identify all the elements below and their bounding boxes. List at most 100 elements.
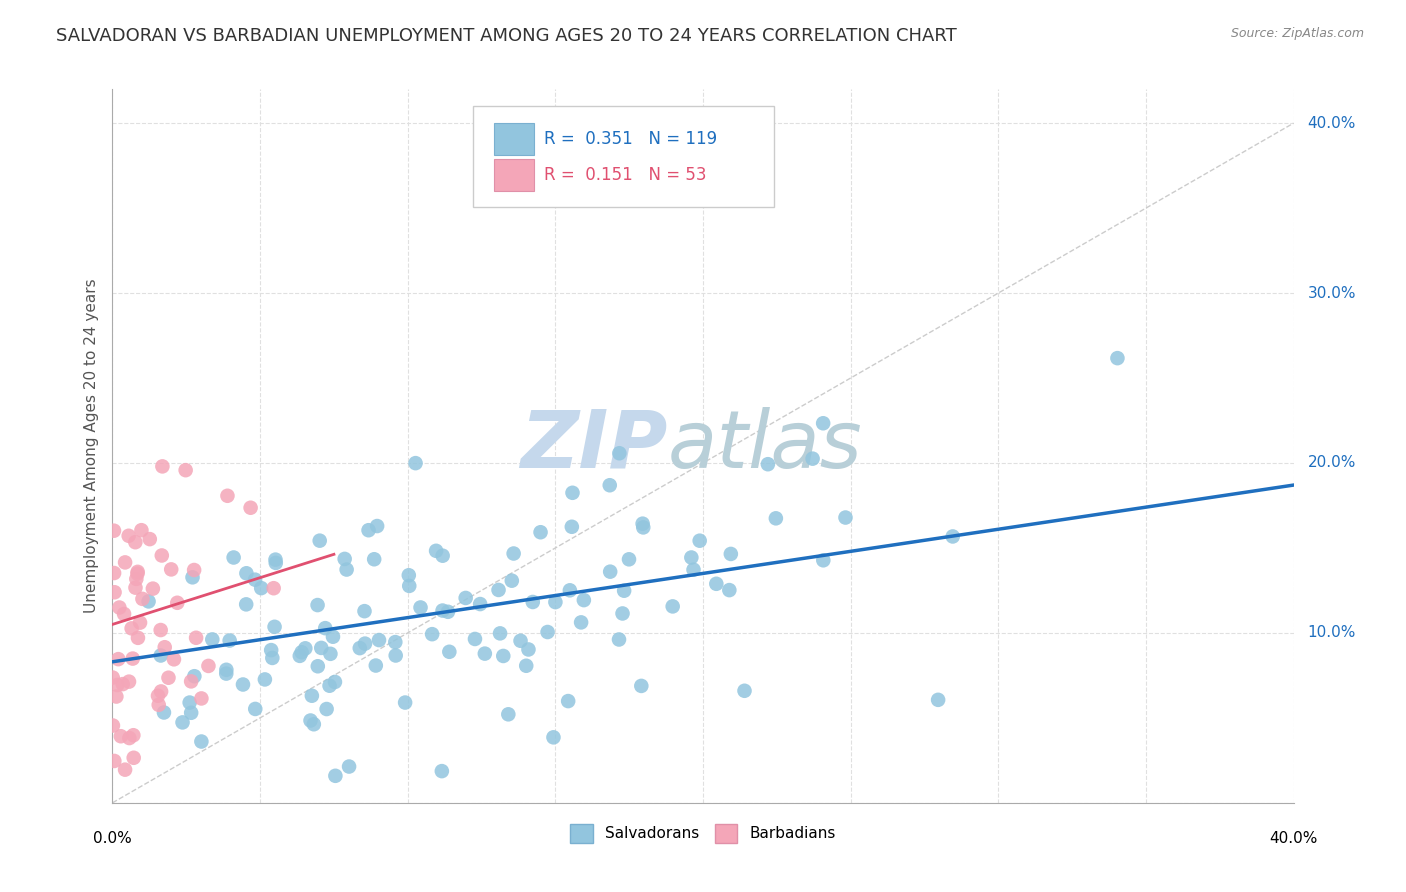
Point — [153, 706, 176, 720]
Point — [148, 698, 170, 712]
Point — [262, 651, 284, 665]
Point — [101, 671, 124, 685]
Point — [166, 596, 188, 610]
Point — [661, 599, 683, 614]
Point — [613, 583, 636, 598]
Point — [311, 640, 333, 655]
Point — [160, 562, 183, 576]
Point — [474, 647, 496, 661]
Point — [138, 594, 160, 608]
Text: 10.0%: 10.0% — [1308, 625, 1355, 640]
Point — [180, 706, 202, 720]
Point — [607, 632, 630, 647]
Point — [333, 552, 356, 566]
FancyBboxPatch shape — [494, 123, 534, 155]
Point — [121, 621, 143, 635]
Text: atlas: atlas — [668, 407, 862, 485]
Text: R =  0.351   N = 119: R = 0.351 N = 119 — [544, 130, 717, 148]
Point — [318, 679, 340, 693]
Point — [557, 694, 579, 708]
Point — [125, 572, 148, 586]
Point — [502, 547, 524, 561]
Point — [630, 679, 652, 693]
Point — [215, 663, 238, 677]
Point — [263, 581, 285, 595]
Point — [149, 623, 172, 637]
Point — [536, 625, 558, 640]
Point — [1107, 351, 1129, 365]
Point — [235, 598, 257, 612]
Point — [689, 533, 711, 548]
Point — [765, 511, 787, 525]
Point — [325, 769, 347, 783]
Point — [349, 641, 371, 656]
Point — [129, 615, 152, 630]
Point — [468, 597, 491, 611]
Text: 30.0%: 30.0% — [1308, 285, 1357, 301]
Text: R =  0.151   N = 53: R = 0.151 N = 53 — [544, 166, 706, 184]
Point — [122, 728, 145, 742]
Point — [718, 583, 741, 598]
Point — [681, 550, 703, 565]
Point — [114, 763, 136, 777]
Point — [291, 645, 314, 659]
Point — [122, 751, 145, 765]
Point — [368, 633, 391, 648]
Point — [112, 607, 135, 621]
Point — [572, 593, 595, 607]
Point — [190, 734, 212, 748]
Point — [489, 626, 512, 640]
Point — [319, 647, 342, 661]
Point — [734, 683, 756, 698]
Text: 40.0%: 40.0% — [1270, 831, 1317, 847]
Point — [127, 565, 149, 579]
Point — [432, 603, 454, 617]
Point — [492, 648, 515, 663]
Point — [811, 417, 834, 431]
Point — [181, 570, 204, 584]
Point — [172, 715, 194, 730]
Point — [127, 566, 149, 581]
Point — [488, 582, 510, 597]
Point — [150, 684, 173, 698]
Point — [398, 579, 420, 593]
FancyBboxPatch shape — [472, 105, 773, 207]
Point — [529, 525, 551, 540]
Point — [149, 648, 172, 663]
Point — [501, 574, 523, 588]
Point — [260, 643, 283, 657]
Point — [263, 620, 285, 634]
Point — [464, 632, 486, 646]
Point — [405, 456, 427, 470]
Point — [110, 729, 132, 743]
Point — [239, 500, 262, 515]
Point — [308, 533, 330, 548]
Point — [103, 754, 125, 768]
Point — [103, 524, 125, 538]
Point — [420, 627, 443, 641]
Point — [437, 605, 460, 619]
Point — [201, 632, 224, 647]
Point — [430, 764, 453, 778]
Point — [118, 529, 141, 543]
Point — [184, 631, 207, 645]
Point — [264, 552, 287, 566]
Point — [101, 718, 124, 732]
Point — [157, 671, 180, 685]
Point — [197, 659, 219, 673]
Point — [264, 556, 287, 570]
Point — [432, 549, 454, 563]
Point — [720, 547, 742, 561]
Point — [183, 563, 205, 577]
Point — [384, 648, 406, 663]
Point — [558, 583, 581, 598]
Point — [439, 645, 461, 659]
Text: 40.0%: 40.0% — [1308, 116, 1355, 131]
Point — [299, 714, 322, 728]
Point — [336, 562, 359, 576]
Point — [561, 520, 583, 534]
Point — [153, 640, 176, 655]
Point — [544, 595, 567, 609]
Point — [307, 598, 329, 612]
Point — [107, 652, 129, 666]
